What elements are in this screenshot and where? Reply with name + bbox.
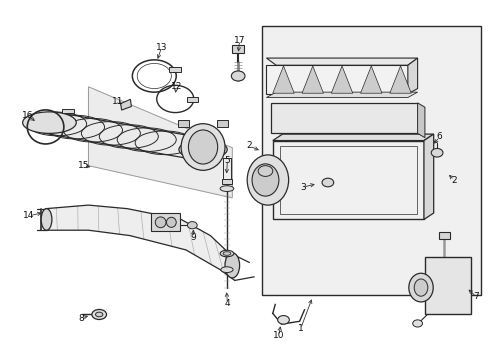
Text: 11: 11 bbox=[112, 96, 123, 105]
Polygon shape bbox=[302, 66, 323, 93]
Circle shape bbox=[430, 148, 442, 157]
Circle shape bbox=[231, 71, 244, 81]
Circle shape bbox=[277, 316, 289, 324]
Bar bbox=[216, 120, 228, 127]
Ellipse shape bbox=[224, 253, 239, 278]
Polygon shape bbox=[272, 134, 433, 140]
Ellipse shape bbox=[187, 222, 197, 229]
Ellipse shape bbox=[155, 217, 165, 228]
Bar bbox=[177, 120, 189, 127]
Ellipse shape bbox=[22, 112, 76, 134]
Text: 7: 7 bbox=[472, 292, 478, 301]
Ellipse shape bbox=[251, 164, 278, 196]
Text: 1: 1 bbox=[297, 324, 303, 333]
Polygon shape bbox=[266, 58, 417, 65]
Ellipse shape bbox=[188, 130, 217, 164]
Ellipse shape bbox=[166, 217, 176, 227]
Text: 9: 9 bbox=[190, 233, 196, 242]
Polygon shape bbox=[266, 65, 407, 94]
Ellipse shape bbox=[246, 155, 288, 205]
Ellipse shape bbox=[408, 273, 432, 302]
Ellipse shape bbox=[220, 186, 233, 192]
Bar bbox=[271, 103, 417, 134]
Bar bbox=[232, 45, 244, 53]
Bar bbox=[151, 213, 180, 231]
Ellipse shape bbox=[95, 312, 102, 317]
Bar bbox=[61, 109, 74, 113]
Polygon shape bbox=[272, 66, 294, 93]
Text: 3: 3 bbox=[300, 183, 305, 192]
Circle shape bbox=[258, 166, 272, 176]
Text: 15: 15 bbox=[78, 161, 89, 170]
Text: 6: 6 bbox=[436, 132, 442, 141]
Text: 13: 13 bbox=[156, 43, 167, 52]
Polygon shape bbox=[330, 66, 352, 93]
Text: 8: 8 bbox=[78, 314, 84, 323]
Polygon shape bbox=[423, 134, 433, 220]
Text: 2: 2 bbox=[450, 176, 456, 185]
Polygon shape bbox=[424, 257, 470, 315]
Ellipse shape bbox=[220, 250, 233, 257]
Text: 10: 10 bbox=[272, 332, 284, 341]
Polygon shape bbox=[266, 92, 417, 98]
Text: 4: 4 bbox=[224, 299, 230, 308]
Ellipse shape bbox=[413, 279, 427, 296]
Text: 12: 12 bbox=[170, 82, 182, 91]
Polygon shape bbox=[360, 66, 381, 93]
Polygon shape bbox=[389, 66, 410, 93]
Circle shape bbox=[322, 178, 333, 187]
Text: 17: 17 bbox=[233, 36, 245, 45]
Text: 5: 5 bbox=[224, 156, 230, 165]
Polygon shape bbox=[45, 205, 234, 280]
Ellipse shape bbox=[92, 310, 106, 319]
Text: 16: 16 bbox=[22, 111, 33, 120]
Bar bbox=[261, 26, 480, 295]
Polygon shape bbox=[272, 140, 423, 220]
Bar bbox=[168, 67, 181, 72]
Text: 2: 2 bbox=[246, 141, 252, 150]
Text: 14: 14 bbox=[23, 211, 35, 220]
Polygon shape bbox=[88, 87, 232, 198]
Polygon shape bbox=[43, 112, 209, 160]
Polygon shape bbox=[417, 103, 424, 138]
Ellipse shape bbox=[41, 209, 52, 230]
Circle shape bbox=[412, 320, 422, 327]
Polygon shape bbox=[121, 99, 131, 110]
Bar bbox=[438, 232, 449, 239]
Polygon shape bbox=[278, 107, 424, 138]
Ellipse shape bbox=[181, 124, 224, 170]
Ellipse shape bbox=[223, 252, 230, 255]
Ellipse shape bbox=[221, 267, 233, 273]
Bar bbox=[187, 97, 198, 102]
Bar bbox=[280, 146, 416, 214]
Polygon shape bbox=[407, 58, 417, 94]
Bar bbox=[222, 179, 231, 184]
Ellipse shape bbox=[179, 140, 227, 159]
